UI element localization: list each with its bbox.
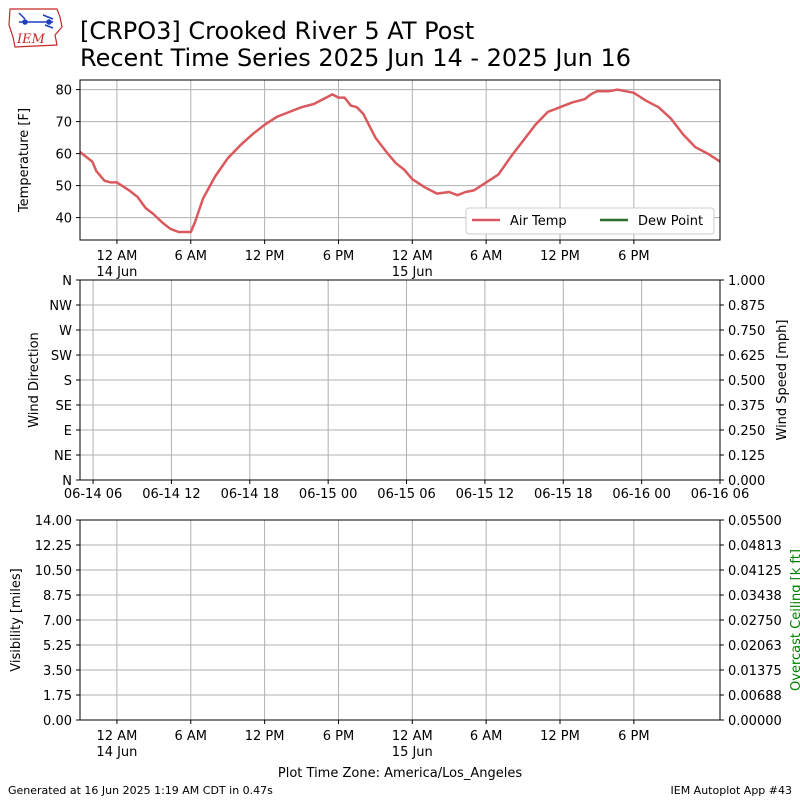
visibility-axis-label: Visibility [miles]: [9, 568, 24, 671]
y2-tick-label: 0.750: [728, 324, 765, 339]
y2-tick-label: 0.04125: [728, 564, 782, 579]
y-tick-label: E: [64, 424, 72, 439]
x-tick-label: 06-14 06: [64, 487, 122, 502]
x-tick-label: 06-16 00: [612, 487, 670, 502]
series-air-temp-line: [79, 88, 721, 234]
y2-tick-label: 0.250: [728, 424, 765, 439]
y2-tick-label: 0.02063: [728, 639, 782, 654]
y-tick-label: S: [64, 374, 72, 389]
x-tick-label: 06-15 06: [377, 487, 435, 502]
x-tick-label: 6 PM: [618, 249, 649, 264]
y-tick-label: 12.25: [35, 539, 72, 554]
x-tick-label: 06-15 12: [456, 487, 514, 502]
x-tick-sublabel: 15 Jun: [392, 265, 433, 280]
y-tick-label: 14.00: [35, 514, 72, 529]
y-tick-label: SW: [51, 349, 72, 364]
visibility-panel-frame: [79, 519, 721, 721]
y-tick-label: 0.00: [43, 714, 72, 729]
x-tick-label: 12 PM: [245, 249, 285, 264]
x-tick-label: 12 PM: [245, 729, 285, 744]
x-tick-label: 12 AM: [392, 249, 433, 264]
y-tick-label: NW: [49, 299, 72, 314]
y2-tick-label: 0.875: [728, 299, 765, 314]
x-tick-label: 6 AM: [175, 729, 208, 744]
legend-box: [465, 207, 715, 235]
temperature-axis-label: Temperature [F]: [17, 108, 32, 213]
legend-air-temp-label: Air Temp: [510, 214, 567, 229]
x-tick-label: 06-14 18: [221, 487, 279, 502]
y-tick-label: 7.00: [43, 614, 72, 629]
wind-speed-axis-label: Wind Speed [mph]: [775, 320, 790, 441]
y-tick-label: W: [59, 324, 72, 339]
x-tick-label: 6 PM: [323, 249, 354, 264]
y-tick-label: 60: [55, 148, 72, 163]
y2-tick-label: 0.500: [728, 374, 765, 389]
temperature-panel-frame: [79, 79, 721, 241]
y2-tick-label: 0.03438: [728, 589, 782, 604]
x-tick-label: 06-16 06: [691, 487, 749, 502]
x-tick-label: 6 PM: [618, 729, 649, 744]
y-tick-label: SE: [56, 399, 72, 414]
chart-subtitle: Recent Time Series 2025 Jun 14 - 2025 Ju…: [80, 44, 632, 72]
y2-tick-label: 1.000: [728, 274, 765, 289]
x-tick-sublabel: 15 Jun: [392, 745, 433, 760]
x-tick-label: 12 AM: [97, 729, 138, 744]
x-tick-label: 06-15 00: [299, 487, 357, 502]
y2-tick-label: 0.125: [728, 449, 765, 464]
x-tick-label: 6 PM: [323, 729, 354, 744]
y2-tick-label: 0.01375: [728, 664, 782, 679]
y-tick-label: 8.75: [43, 589, 72, 604]
wind-panel-frame: [79, 279, 721, 481]
wind-direction-axis-label: Wind Direction: [27, 332, 42, 428]
y-tick-label: N: [62, 274, 72, 289]
y2-tick-label: 0.04813: [728, 539, 782, 554]
y-tick-label: 10.50: [35, 564, 72, 579]
y-tick-label: 80: [55, 84, 72, 99]
footer-app: IEM Autoplot App #43: [670, 784, 793, 797]
x-tick-sublabel: 14 Jun: [96, 745, 137, 760]
y2-tick-label: 0.05500: [728, 514, 782, 529]
logo-text: IEM: [16, 32, 46, 47]
weather-symbol-icon: [18, 12, 54, 29]
y2-tick-label: 0.000: [728, 474, 765, 489]
x-tick-label: 06-15 18: [534, 487, 592, 502]
y-tick-label: 1.75: [43, 689, 72, 704]
legend-dew-point-label: Dew Point: [638, 214, 703, 229]
x-tick-sublabel: 14 Jun: [96, 265, 137, 280]
x-tick-label: 6 AM: [470, 729, 503, 744]
x-tick-label: 6 AM: [175, 249, 208, 264]
y2-tick-label: 0.625: [728, 349, 765, 364]
iem-logo[interactable]: IEM: [5, 5, 65, 55]
iowa-outline-icon: [8, 8, 63, 48]
chart-title: [CRPO3] Crooked River 5 AT Post: [80, 17, 475, 45]
timezone-label: Plot Time Zone: America/Los_Angeles: [278, 766, 522, 781]
footer-generated: Generated at 16 Jun 2025 1:19 AM CDT in …: [8, 784, 273, 797]
y2-tick-label: 0.00688: [728, 689, 782, 704]
y-tick-label: 50: [55, 180, 72, 195]
x-tick-label: 12 AM: [392, 729, 433, 744]
y-tick-label: N: [62, 474, 72, 489]
y-tick-label: 5.25: [43, 639, 72, 654]
ceiling-axis-label: Overcast Ceiling [k ft]: [789, 549, 800, 691]
y2-tick-label: 0.375: [728, 399, 765, 414]
y-tick-label: 70: [55, 116, 72, 131]
y-tick-label: 40: [55, 212, 72, 227]
x-tick-label: 12 PM: [540, 729, 580, 744]
y2-tick-label: 0.00000: [728, 714, 782, 729]
y-tick-label: 3.50: [43, 664, 72, 679]
y-tick-label: NE: [54, 449, 72, 464]
x-tick-label: 06-14 12: [142, 487, 200, 502]
y2-tick-label: 0.02750: [728, 614, 782, 629]
x-tick-label: 12 AM: [97, 249, 138, 264]
x-tick-label: 6 AM: [470, 249, 503, 264]
x-tick-label: 12 PM: [540, 249, 580, 264]
